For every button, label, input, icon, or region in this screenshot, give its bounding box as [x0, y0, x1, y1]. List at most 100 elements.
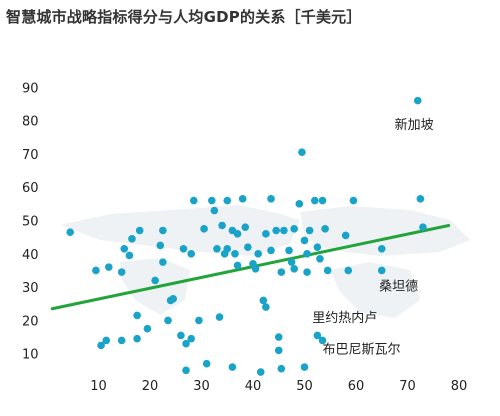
data-point [416, 195, 425, 203]
data-point [195, 316, 203, 325]
data-point [117, 336, 126, 345]
y-tick-label: 60 [22, 181, 39, 196]
chart-title: 智慧城市战略指标得分与人均GDP的关系［千美元］ [6, 8, 362, 26]
data-point [215, 313, 224, 321]
data-point [213, 245, 221, 253]
data-point [267, 195, 275, 203]
y-tick-label: 40 [22, 248, 39, 263]
data-point [133, 311, 141, 320]
data-point [135, 226, 144, 235]
data-point [179, 245, 188, 253]
data-point [280, 226, 288, 235]
trend-line [50, 223, 451, 311]
data-point [120, 245, 129, 253]
data-point [105, 263, 113, 271]
data-point [262, 230, 270, 238]
data-point [164, 316, 172, 325]
data-point [97, 341, 105, 350]
data-point [277, 364, 286, 373]
data-point [202, 359, 211, 368]
data-point [344, 266, 353, 275]
y-tick-label: 20 [22, 314, 39, 329]
data-point [287, 258, 296, 266]
data-point [233, 261, 242, 270]
y-tick-label: 10 [22, 348, 39, 363]
data-point [305, 226, 314, 235]
data-point [210, 206, 219, 215]
data-point [133, 334, 141, 343]
data-point [66, 228, 74, 236]
data-point [377, 245, 386, 253]
data-point [244, 243, 252, 251]
data-point [318, 196, 327, 205]
data-point [262, 303, 270, 311]
data-point [159, 226, 167, 235]
data-point [341, 231, 350, 240]
data-point [300, 363, 309, 371]
data-point [419, 223, 427, 231]
data-point [218, 221, 226, 230]
point-annotation: 布巴尼斯瓦尔 [323, 343, 401, 358]
data-point [272, 226, 280, 235]
data-point [231, 250, 239, 258]
data-point [313, 243, 322, 251]
data-point [290, 264, 299, 273]
data-point [200, 225, 208, 233]
x-tick-label: 30 [193, 379, 210, 394]
data-point [143, 324, 152, 333]
point-annotation: 新加坡 [395, 117, 434, 133]
data-point [377, 266, 386, 275]
data-point [267, 246, 275, 255]
data-point [303, 250, 311, 258]
x-tick-label: 50 [296, 379, 313, 394]
data-point [318, 336, 327, 345]
data-point [259, 296, 268, 305]
data-point [151, 276, 159, 285]
data-point [274, 346, 283, 355]
data-point [238, 195, 247, 203]
x-tick-label: 60 [348, 379, 365, 394]
data-point [349, 196, 358, 205]
data-point [277, 268, 286, 276]
data-point [159, 258, 167, 266]
y-tick-label: 50 [22, 215, 39, 230]
data-point [223, 196, 232, 205]
data-point [156, 241, 165, 250]
data-point [300, 236, 309, 245]
data-point [311, 196, 319, 205]
data-point [223, 245, 232, 253]
y-tick-label: 30 [22, 281, 39, 296]
data-point [251, 264, 260, 273]
data-point [256, 368, 265, 376]
data-point [125, 251, 134, 260]
data-point [187, 250, 195, 258]
y-tick-label: 80 [22, 115, 39, 130]
data-point [303, 268, 311, 276]
data-point [228, 363, 237, 371]
data-point [254, 250, 262, 258]
x-tick-label: 10 [90, 379, 107, 394]
data-point [316, 254, 324, 263]
y-tick-label: 90 [22, 81, 39, 96]
data-point [128, 235, 136, 243]
y-tick-label: 70 [22, 148, 39, 163]
data-point [182, 366, 190, 375]
x-tick-label: 40 [245, 379, 262, 394]
data-point [321, 225, 329, 233]
point-annotation: 里约热内卢 [312, 310, 377, 326]
data-point [295, 200, 304, 208]
x-tick-label: 80 [451, 379, 468, 394]
data-point [274, 333, 283, 341]
point-annotation: 桑坦德 [379, 279, 418, 294]
data-point [290, 225, 299, 233]
data-point [298, 148, 306, 157]
x-tick-label: 70 [399, 379, 416, 394]
data-point [169, 294, 177, 303]
data-point [233, 230, 242, 238]
data-point [102, 336, 111, 345]
data-point [177, 331, 185, 340]
data-point [92, 266, 100, 275]
data-point [182, 339, 190, 348]
data-point [313, 331, 322, 340]
